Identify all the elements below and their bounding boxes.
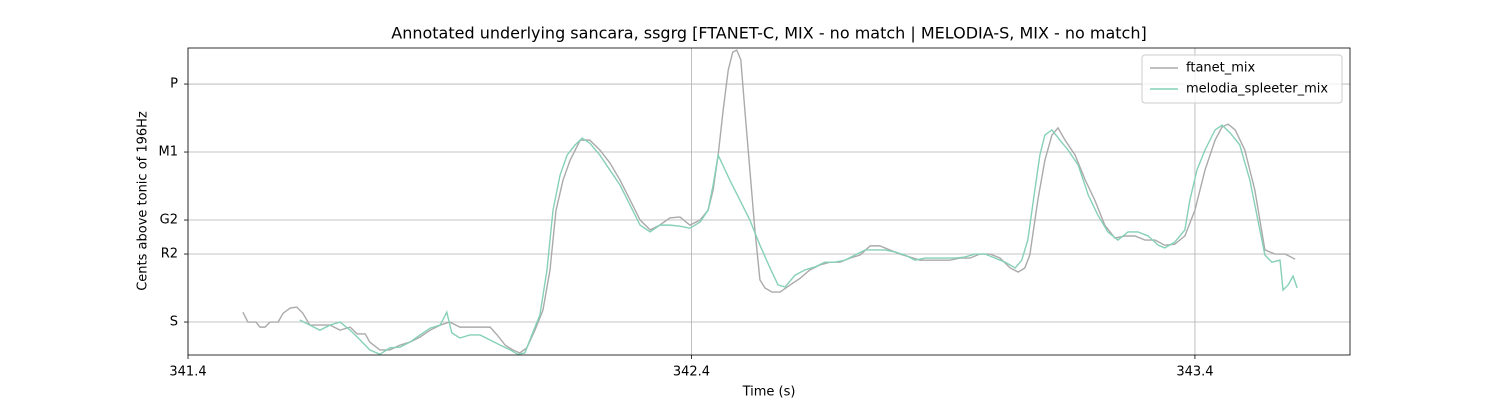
- y-tick-label: G2: [160, 213, 178, 228]
- legend-label: melodia_spleeter_mix: [1186, 82, 1328, 97]
- series-line: [299, 124, 1298, 356]
- y-tick-label: P: [170, 77, 178, 92]
- legend-label: ftanet_mix: [1186, 61, 1256, 76]
- series-line: [242, 49, 1296, 354]
- chart-title: Annotated underlying sancara, ssgrg [FTA…: [391, 24, 1146, 43]
- x-tick-label: 342.4: [673, 365, 710, 380]
- legend-box: [1141, 54, 1343, 104]
- y-tick-label: R2: [161, 247, 178, 262]
- plot-frame: [187, 47, 1351, 356]
- y-axis-label: Cents above tonic of 196Hz: [136, 111, 151, 291]
- x-tick-label: 343.4: [1176, 365, 1213, 380]
- y-tick-label: S: [170, 315, 178, 330]
- y-tick-label: M1: [159, 145, 179, 160]
- x-tick-label: 341.4: [169, 365, 206, 380]
- x-axis-label: Time (s): [742, 385, 796, 400]
